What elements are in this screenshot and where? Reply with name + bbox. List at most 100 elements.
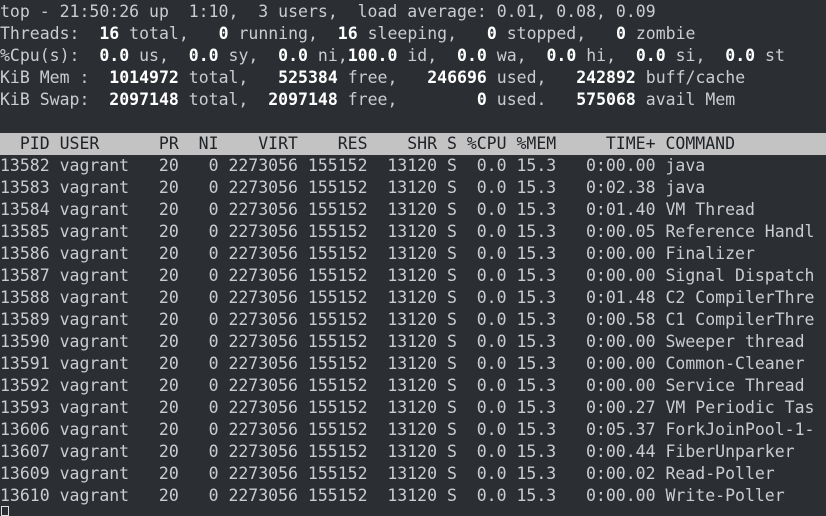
cell-mem: 15.3 [516, 376, 557, 395]
cell-virt: 2273056 [228, 376, 298, 395]
cell-time: 0:01.48 [586, 288, 656, 307]
cell-s: S [446, 178, 457, 197]
process-row: 13582 vagrant 20 0 2273056 155152 13120 S 0.0 15.… [0, 155, 826, 177]
process-table: 13582 vagrant 20 0 2273056 155152 13120 S 0.0 15.… [0, 155, 826, 507]
cell-res: 155152 [307, 310, 368, 329]
cell-ni: 0 [208, 222, 219, 241]
column-header-cpu[interactable]: %CPU [466, 134, 507, 153]
summary-value: 0 [198, 24, 229, 43]
cell-res: 155152 [307, 200, 368, 219]
cell-ni: 0 [208, 288, 219, 307]
cell-user: vagrant [59, 354, 130, 373]
cell-cpu: 0.0 [476, 244, 507, 263]
terminal-cursor [1, 506, 9, 516]
cell-shr: 13120 [387, 178, 438, 197]
cell-shr: 13120 [387, 420, 438, 439]
cell-shr: 13120 [387, 310, 438, 329]
summary-value: 575068 [556, 90, 636, 109]
summary-value: 246696 [407, 68, 487, 87]
cell-pid: 13593 [0, 398, 50, 417]
cell-time: 0:00.00 [586, 376, 656, 395]
cell-time: 0:02.38 [586, 178, 656, 197]
cell-user: vagrant [59, 266, 130, 285]
blank-line [0, 111, 826, 133]
cell-virt: 2273056 [228, 178, 298, 197]
cell-pid: 13589 [0, 310, 50, 329]
cell-time: 0:00.00 [586, 244, 656, 263]
column-header-shr[interactable]: SHR [407, 134, 438, 153]
cell-res: 155152 [307, 354, 368, 373]
summary-label: used, [486, 68, 557, 87]
summary-label: ni, [308, 46, 348, 65]
process-row: 13592 vagrant 20 0 2273056 155152 13120 S 0.0 15.… [0, 375, 826, 397]
summary-label: free, [337, 68, 408, 87]
cell-res: 155152 [307, 376, 368, 395]
cell-mem: 15.3 [516, 244, 557, 263]
cell-cpu: 0.0 [476, 178, 507, 197]
cell-pr: 20 [158, 332, 179, 351]
cell-res: 155152 [307, 420, 368, 439]
cell-user: vagrant [59, 464, 130, 483]
process-row: 13588 vagrant 20 0 2273056 155152 13120 S 0.0 15.… [0, 287, 826, 309]
column-header-res[interactable]: RES [337, 134, 368, 153]
cell-cpu: 0.0 [476, 464, 507, 483]
column-header-time[interactable]: TIME+ [605, 134, 656, 153]
column-header-pr[interactable]: PR [158, 134, 179, 153]
cell-cpu: 0.0 [476, 420, 507, 439]
cell-cmd: C2 CompilerThre [665, 288, 815, 307]
cell-virt: 2273056 [228, 332, 298, 351]
cell-user: vagrant [59, 398, 130, 417]
cell-virt: 2273056 [228, 266, 298, 285]
column-header-user[interactable]: USER [59, 134, 100, 153]
cell-shr: 13120 [387, 222, 438, 241]
cell-s: S [446, 442, 457, 461]
summary-label: total, [178, 68, 259, 87]
cell-pr: 20 [158, 156, 179, 175]
cell-time: 0:00.05 [586, 222, 656, 241]
cell-shr: 13120 [387, 332, 438, 351]
cell-ni: 0 [208, 486, 219, 505]
cell-res: 155152 [307, 398, 368, 417]
summary-value: 0.0 [625, 46, 666, 65]
cell-s: S [446, 464, 457, 483]
summary-label: zombie [625, 24, 696, 43]
cell-cpu: 0.0 [476, 200, 507, 219]
cell-virt: 2273056 [228, 398, 298, 417]
summary-value: 242892 [556, 68, 636, 87]
summary-value: 0.0 [536, 46, 577, 65]
cell-mem: 15.3 [516, 420, 557, 439]
column-header-s[interactable]: S [446, 134, 457, 153]
cell-res: 155152 [307, 222, 368, 241]
cell-time: 0:05.37 [586, 420, 656, 439]
cell-virt: 2273056 [228, 420, 298, 439]
cell-pid: 13592 [0, 376, 50, 395]
summary-line: KiB Mem : 1014972 total, 525384 free, 24… [0, 67, 826, 89]
top-summary: top - 21:50:26 up 1:10, 3 users, load av… [0, 1, 826, 111]
column-header-virt[interactable]: VIRT [258, 134, 298, 153]
cell-pr: 20 [158, 288, 179, 307]
cell-mem: 15.3 [516, 310, 557, 329]
process-row: 13586 vagrant 20 0 2273056 155152 13120 S 0.0 15.… [0, 243, 826, 265]
cell-pr: 20 [158, 178, 179, 197]
process-table-header: PID USER PR NI VIRT RES SHR S %CPU %MEM TIME+ COMMA… [0, 133, 826, 155]
summary-label: running, [228, 24, 328, 43]
cell-pr: 20 [158, 354, 179, 373]
cell-s: S [446, 244, 457, 263]
process-row: 13589 vagrant 20 0 2273056 155152 13120 S 0.0 15.… [0, 309, 826, 331]
cell-mem: 15.3 [516, 222, 557, 241]
cell-s: S [446, 332, 457, 351]
column-header-cmd[interactable]: COMMAND [665, 134, 736, 153]
column-header-mem[interactable]: %MEM [516, 134, 557, 153]
cell-cpu: 0.0 [476, 486, 507, 505]
column-header-ni[interactable]: NI [198, 134, 219, 153]
cell-mem: 15.3 [516, 442, 557, 461]
cell-user: vagrant [59, 486, 130, 505]
summary-value: 100.0 [347, 46, 398, 65]
summary-label: free, [337, 90, 408, 109]
cell-pid: 13609 [0, 464, 50, 483]
cell-mem: 15.3 [516, 354, 557, 373]
cell-res: 155152 [307, 464, 368, 483]
column-header-pid[interactable]: PID [19, 134, 50, 153]
cell-pid: 13587 [0, 266, 50, 285]
